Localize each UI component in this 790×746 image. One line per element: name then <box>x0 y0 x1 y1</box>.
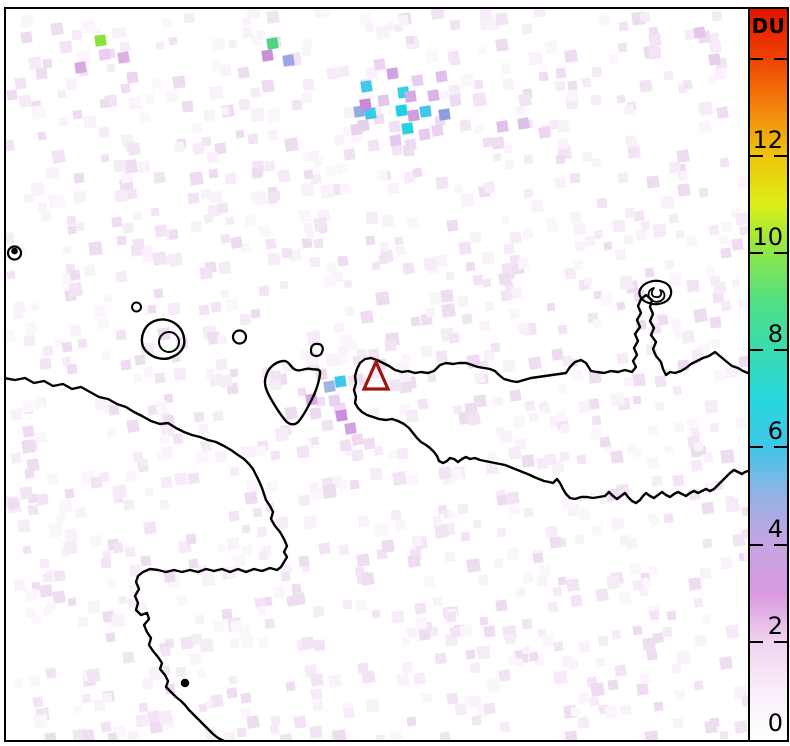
colorbar-tick <box>774 446 787 449</box>
coastline-path-mainland-coast <box>6 376 289 740</box>
colorbar-tick <box>750 57 763 60</box>
colorbar-tick <box>750 543 763 546</box>
colorbar-tick <box>750 349 763 352</box>
coastline-path-caldera-inner <box>647 287 666 303</box>
colorbar-tick <box>774 349 787 352</box>
colorbar-tick-label: 2 <box>767 611 783 640</box>
coastline-path-karkar-crater <box>158 331 180 353</box>
coastline-path-islet-small-a <box>131 301 142 313</box>
coastline-path-islet-small-b <box>231 329 248 345</box>
colorbar-tick-label: 6 <box>767 417 783 446</box>
colorbar: 0 2 4 6 8 10 12 DU <box>750 7 789 742</box>
colorbar-tick <box>750 252 763 254</box>
coastline-path-sakar-islet <box>309 342 324 358</box>
colorbar-tick-label: 10 <box>752 223 783 251</box>
coastline-svg <box>6 245 748 740</box>
colorbar-tick-label: 0 <box>767 709 783 737</box>
colorbar-tick <box>750 640 763 643</box>
coastline-path-islet-left-edge-mark <box>11 247 18 255</box>
colorbar-tick <box>774 543 787 546</box>
colorbar-gradient <box>750 9 787 740</box>
map-panel <box>4 7 750 742</box>
colorbar-tick <box>774 252 787 254</box>
coastline-path-umboi-island <box>263 359 322 426</box>
colorbar-tick <box>774 57 787 60</box>
coastline-path-karkar-outer <box>140 318 186 360</box>
colorbar-tick-label: 12 <box>752 125 783 154</box>
colorbar-tick-label: 8 <box>767 320 783 349</box>
colorbar-unit-label: DU <box>751 14 786 38</box>
coastline-path-coast-dot <box>180 678 190 688</box>
coastline-path-caldera-outer <box>638 279 673 306</box>
colorbar-tick <box>750 446 763 449</box>
volcano-marker <box>361 358 391 391</box>
colorbar-tick <box>750 154 763 157</box>
colorbar-tick <box>774 154 787 157</box>
colorbar-tick <box>774 640 787 643</box>
colorbar-tick-label: 4 <box>767 514 783 543</box>
coastline-path-new-britain-coast <box>352 293 748 505</box>
coastline-path-islet-left-edge <box>6 245 23 261</box>
